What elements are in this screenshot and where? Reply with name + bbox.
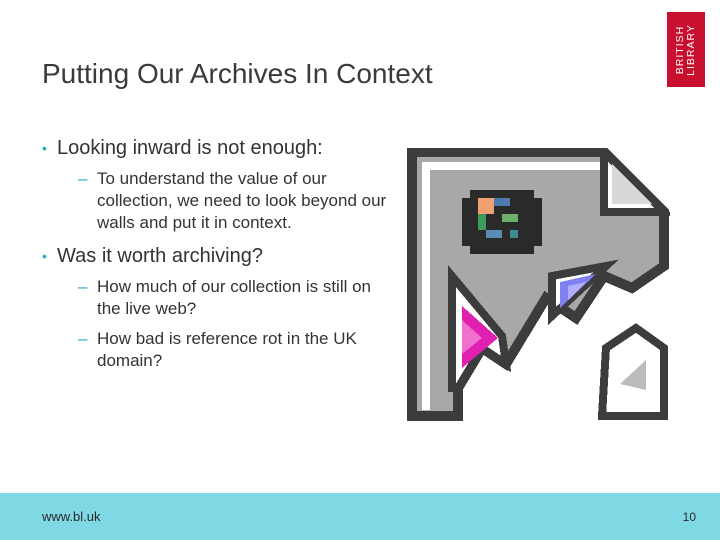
slide-content: • Looking inward is not enough: – To und… <box>42 136 392 380</box>
footer-bar: www.bl.uk 10 <box>0 493 720 540</box>
bullet-text: Was it worth archiving? <box>57 245 263 267</box>
sub-bullet-marker: – <box>78 169 88 188</box>
sub-bullet-text: To understand the value of our collectio… <box>97 169 387 232</box>
bullet-marker: • <box>42 140 47 156</box>
bullet-item: • Was it worth archiving? <box>42 244 392 268</box>
british-library-logo: BRITISH LIBRARY <box>667 12 705 87</box>
sub-bullet-item: – How much of our collection is still on… <box>78 276 392 320</box>
sub-bullet-list: – How much of our collection is still on… <box>78 276 392 372</box>
sub-bullet-text: How much of our collection is still on t… <box>97 277 372 318</box>
sub-bullet-item: – To understand the value of our collect… <box>78 168 392 234</box>
footer-url: www.bl.uk <box>42 509 101 524</box>
sub-bullet-marker: – <box>78 277 88 296</box>
sub-bullet-list: – To understand the value of our collect… <box>78 168 392 234</box>
bullet-marker: • <box>42 248 47 264</box>
sub-bullet-item: – How bad is reference rot in the UK dom… <box>78 328 392 372</box>
broken-image-icon <box>406 142 674 422</box>
bullet-text: Looking inward is not enough: <box>57 137 323 159</box>
page-number: 10 <box>682 510 696 524</box>
bullet-item: • Looking inward is not enough: <box>42 136 392 160</box>
sub-bullet-marker: – <box>78 329 88 348</box>
slide-title: Putting Our Archives In Context <box>42 58 433 89</box>
sub-bullet-text: How bad is reference rot in the UK domai… <box>97 329 357 370</box>
